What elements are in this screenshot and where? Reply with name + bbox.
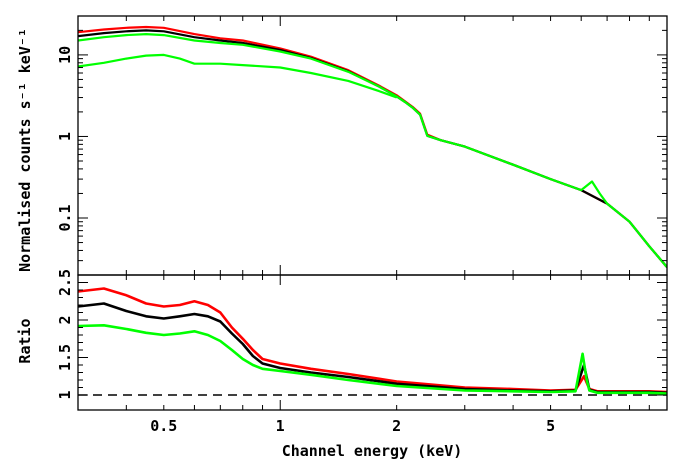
ratio-y-tick-label: 2.5 [56,269,74,296]
spectrum-y-tick-label: 10 [56,46,74,64]
x-tick-label: 2 [392,417,401,435]
x-tick-label: 0.5 [150,417,177,435]
spectrum-y-tick-label: 0.1 [56,204,74,231]
x-axis-title: Channel energy (keV) [282,442,463,460]
spectrum-panel: 10 1 0.1 [56,15,668,276]
ratio-y-tick-label: 1.5 [56,344,74,371]
ratio-y-tick-label: 1 [56,390,74,399]
spectrum-series-0 [78,25,667,268]
x-tick-label: 5 [546,417,555,435]
spectrum-series-3 [78,53,398,99]
spectrum-series-1 [78,29,667,268]
spectrum-y-axis-title: Normalised counts s⁻¹ keV⁻¹ [16,28,34,272]
spectrum-y-tick-label: 1 [56,132,74,141]
ratio-y-tick-label: 2 [56,315,74,324]
ratio-y-axis-title: Ratio [16,318,34,363]
spectrum-series-2 [78,33,667,268]
x-tick-label: 1 [276,417,285,435]
ratio-series-2 [78,324,667,395]
ratio-panel: 1 1.5 2 2.5 0.5 1 2 5 [56,269,668,435]
ratio-frame [77,274,668,411]
